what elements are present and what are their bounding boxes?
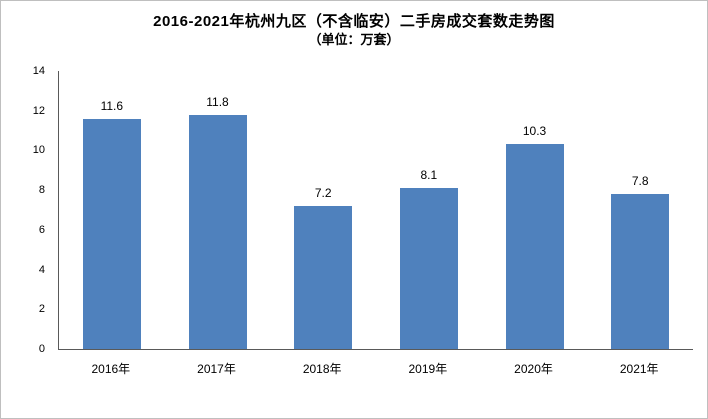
bar <box>505 144 564 349</box>
bar <box>611 194 670 349</box>
bar-group: 8.1 <box>376 71 482 349</box>
bar-group: 7.2 <box>270 71 376 349</box>
bar-group: 10.3 <box>482 71 588 349</box>
y-axis: 0 2 4 6 8 10 12 14 <box>1 65 58 355</box>
x-axis-label: 2017年 <box>197 362 236 376</box>
chart-title: 2016-2021年杭州九区（不含临安）二手房成交套数走势图 <box>153 13 555 30</box>
bar <box>294 206 353 349</box>
y-tick-label: 12 <box>32 104 45 117</box>
x-axis-label: 2021年 <box>619 362 659 376</box>
plot-columns: 11.6 11.8 7.2 8.1 10.3 7.8 <box>59 71 693 349</box>
plot-area: 11.6 11.8 7.2 8.1 10.3 7.8 <box>58 71 693 350</box>
bar-value-label: 7.8 <box>631 174 649 189</box>
bar <box>399 188 458 349</box>
bar <box>82 118 141 349</box>
bar-value-label: 11.6 <box>100 98 124 113</box>
x-axis-label: 2020年 <box>514 362 553 376</box>
y-tick-label: 0 <box>38 343 45 355</box>
y-tick-label: 10 <box>32 144 45 157</box>
bar-group: 7.8 <box>587 71 693 349</box>
x-axis-label: 2016年 <box>91 362 131 376</box>
bar-value-label: 10.3 <box>522 124 547 139</box>
y-tick-label: 14 <box>32 65 45 77</box>
bar <box>188 114 247 349</box>
x-axis-label: 2018年 <box>302 362 342 376</box>
y-tick-label: 4 <box>38 263 45 276</box>
y-tick-label: 6 <box>38 223 45 236</box>
x-axis-labels: 2016年 2017年 2018年 2019年 2020年 2021年 <box>58 350 692 377</box>
chart-subtitle: （单位：万套） <box>308 32 400 47</box>
bar-group: 11.8 <box>165 71 271 349</box>
y-tick-label: 2 <box>38 303 45 316</box>
bar-group: 11.6 <box>59 71 165 349</box>
x-axis-label: 2019年 <box>408 362 448 376</box>
bar-value-label: 7.2 <box>314 186 332 201</box>
bar-value-label: 11.8 <box>206 94 229 109</box>
bar-value-label: 8.1 <box>420 168 438 183</box>
y-tick-label: 8 <box>38 184 45 197</box>
